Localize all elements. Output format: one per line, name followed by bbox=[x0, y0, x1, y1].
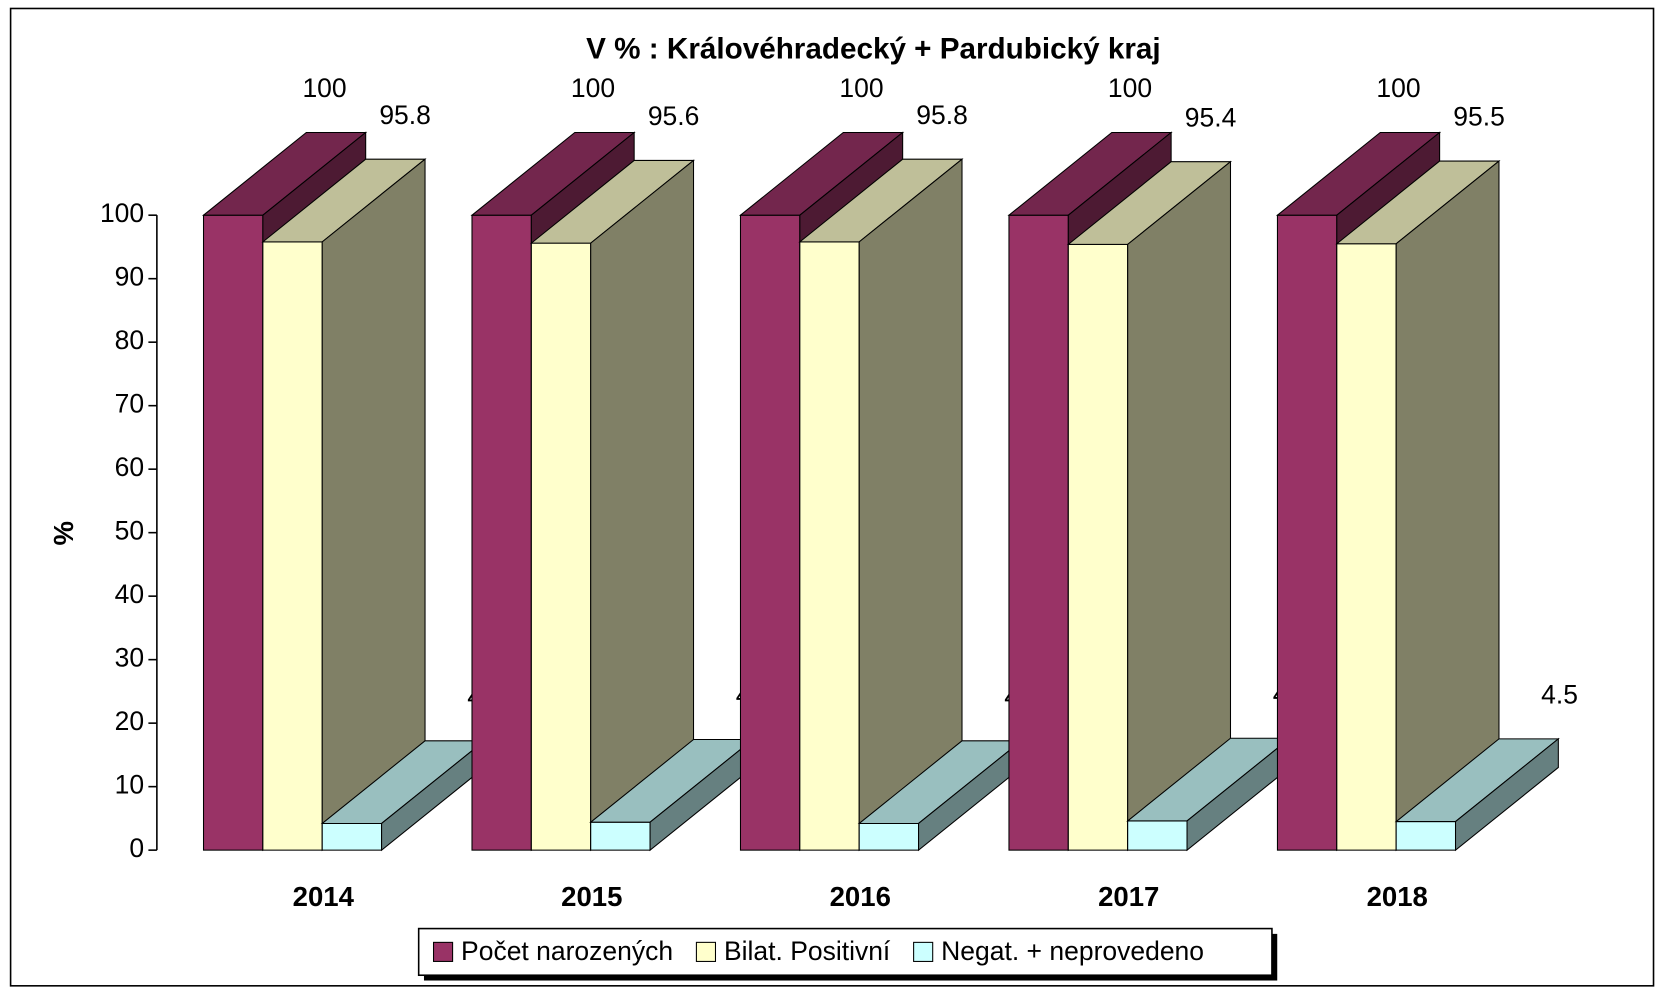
y-tick-label: 0 bbox=[129, 833, 144, 863]
legend-label: Bilat. Positivní bbox=[724, 936, 891, 966]
bar-front bbox=[858, 822, 920, 851]
bar bbox=[529, 159, 696, 852]
legend-label: Počet narozených bbox=[461, 936, 673, 966]
bar bbox=[1394, 737, 1560, 852]
x-tick-label: 2016 bbox=[830, 881, 891, 912]
value-label: 95.5 bbox=[1453, 102, 1505, 132]
value-label: 100 bbox=[1376, 73, 1420, 103]
value-label: 100 bbox=[839, 73, 883, 103]
y-axis-label: % bbox=[48, 521, 79, 546]
y-tick-label: 60 bbox=[115, 452, 144, 482]
bar bbox=[1335, 159, 1501, 852]
x-tick-label: 2018 bbox=[1367, 881, 1428, 912]
bar-front bbox=[262, 241, 323, 851]
bar-front bbox=[202, 214, 264, 851]
value-label: 95.8 bbox=[916, 100, 968, 130]
bar-front bbox=[471, 214, 532, 851]
bar-front bbox=[1067, 243, 1129, 851]
bar-side bbox=[1127, 160, 1232, 852]
value-label: 100 bbox=[1108, 73, 1152, 103]
bar bbox=[1126, 737, 1292, 852]
y-tick-label: 80 bbox=[115, 325, 144, 355]
value-label: 100 bbox=[302, 73, 346, 103]
bar-front bbox=[1276, 214, 1338, 851]
value-label: 100 bbox=[571, 73, 615, 103]
bar bbox=[857, 739, 1023, 852]
y-tick-label: 50 bbox=[115, 516, 144, 546]
bar-front bbox=[739, 214, 801, 851]
bar-front bbox=[1395, 821, 1457, 851]
bar-front bbox=[799, 241, 860, 851]
bar-front bbox=[321, 822, 383, 851]
x-tick-label: 2015 bbox=[561, 881, 622, 912]
y-tick-label: 30 bbox=[115, 643, 144, 673]
bar-side bbox=[858, 158, 963, 852]
bar-side bbox=[321, 158, 426, 852]
y-tick-label: 70 bbox=[115, 389, 144, 419]
bar-side bbox=[590, 159, 695, 852]
bar-front bbox=[590, 821, 651, 851]
chart-title: V % : Královéhradecký + Pardubický kraj bbox=[586, 33, 1160, 66]
bar bbox=[798, 158, 964, 852]
value-label: 95.6 bbox=[648, 101, 700, 131]
bar-front bbox=[530, 242, 592, 851]
bar-side bbox=[1454, 737, 1559, 852]
y-tick-label: 100 bbox=[100, 198, 144, 228]
bar-front bbox=[1336, 243, 1397, 851]
value-label: 95.8 bbox=[379, 100, 431, 130]
legend-swatch bbox=[913, 941, 934, 962]
bar-front bbox=[1127, 820, 1188, 851]
bar bbox=[320, 739, 486, 852]
bar-side bbox=[1395, 159, 1500, 852]
bar bbox=[261, 158, 427, 852]
y-tick-label: 10 bbox=[115, 770, 144, 800]
bar-front bbox=[1008, 214, 1069, 851]
y-tick-label: 40 bbox=[115, 579, 144, 609]
legend-swatch bbox=[432, 941, 454, 962]
value-label: 4.5 bbox=[1541, 679, 1578, 709]
x-tick-label: 2017 bbox=[1098, 881, 1159, 912]
bar bbox=[1066, 160, 1232, 852]
y-tick-label: 20 bbox=[115, 706, 144, 736]
legend-label: Negat. + neprovedeno bbox=[941, 936, 1204, 966]
y-tick-label: 90 bbox=[115, 262, 144, 292]
value-label: 95.4 bbox=[1185, 102, 1237, 132]
legend-swatch bbox=[695, 941, 717, 962]
x-tick-label: 2014 bbox=[293, 881, 355, 912]
legend bbox=[417, 927, 1273, 977]
